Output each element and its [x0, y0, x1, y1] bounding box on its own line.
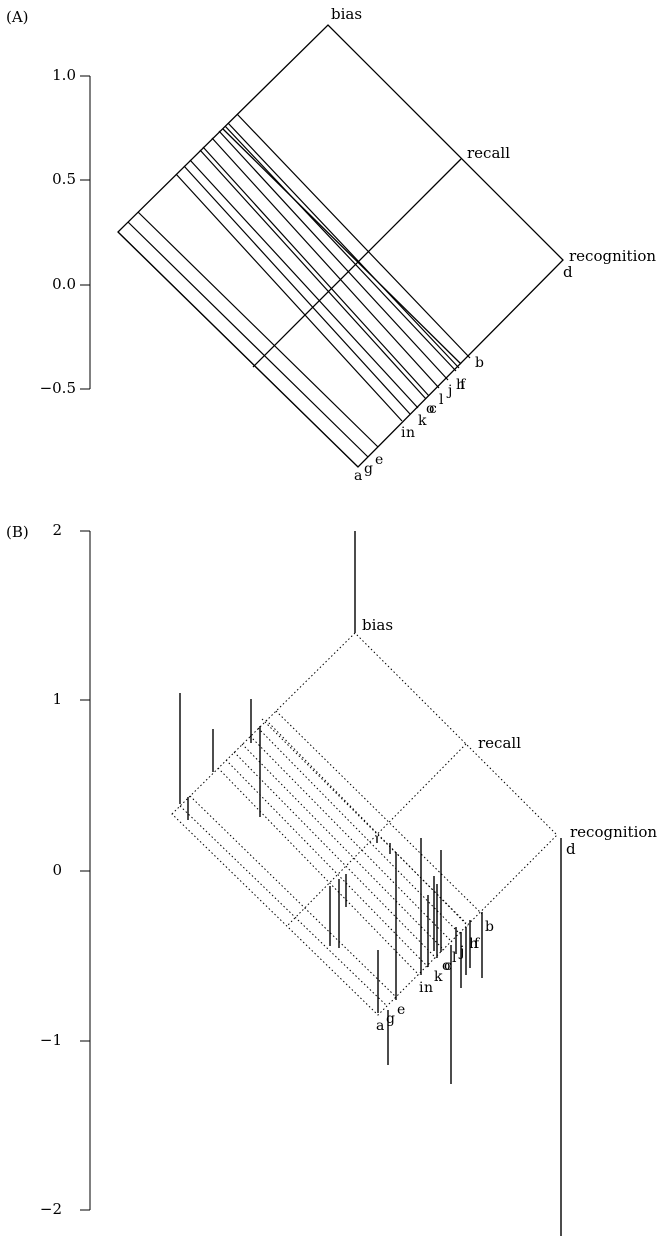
panel-a-case-label-c: c: [429, 401, 437, 417]
panel-b-tick-label-1: 2: [52, 521, 62, 539]
panel-b-spikes: [179, 531, 562, 1236]
panel-a-case-label-h: h: [456, 377, 465, 393]
panel-b-case-line-n: [225, 759, 429, 968]
panel-b-case-label-n: n: [424, 980, 433, 996]
panel-a-case-label-j: j: [446, 383, 452, 399]
panel-a-case-label-b: b: [475, 355, 484, 371]
panel-b-case-label-a: a: [376, 1018, 384, 1034]
panel-b-recognition-label: recognition: [570, 823, 657, 841]
panel-b-case-label-f: f: [474, 936, 481, 952]
panel-b-case-line-o: [241, 743, 445, 951]
panel-a-case-label-g: g: [364, 461, 373, 477]
panel-b: (B) 2 1 0 −1 −2: [6, 521, 657, 1236]
panel-b-bias-label: bias: [362, 616, 393, 634]
panel-b-case-labels: a g e i n k o c l j h f b: [376, 919, 494, 1034]
panel-a-case-label-o: o: [426, 401, 434, 417]
panel-a-tick-label-3: 0.0: [52, 275, 76, 293]
panel-a-case-label-f: f: [460, 377, 467, 393]
panel-a-tick-label-2: 0.5: [52, 170, 76, 188]
panel-a-case-label-a: a: [354, 468, 362, 484]
panel-b-case-line-l: [249, 735, 453, 943]
panel-a-case-labels: a g e i n k o c l j h f b: [354, 355, 484, 484]
panel-a-bias-label: bias: [331, 5, 362, 23]
panel-a-recall-label: recall: [467, 144, 510, 162]
panel-a-tag: (A): [6, 8, 29, 26]
panel-b-case-line-i: [217, 767, 420, 976]
panel-b-tag: (B): [6, 523, 29, 541]
panel-b-tick-label-3: 0: [52, 861, 62, 879]
panel-a-case-label-n: n: [406, 425, 415, 441]
panel-a-box-outline: [117, 24, 564, 468]
panel-a-tick-label-1: 1.0: [52, 66, 76, 84]
panel-b-case-label-d: d: [566, 840, 576, 858]
panel-b-case-line-b: [275, 710, 483, 915]
panel-a-box: [117, 24, 564, 468]
panel-b-case-label-g: g: [386, 1011, 395, 1027]
panel-a-case-line-o: [199, 149, 427, 400]
panel-b-case-label-c: c: [444, 958, 452, 974]
panel-a-case-lines: [117, 113, 471, 468]
panel-b-case-line-h: [265, 719, 469, 927]
panel-a-case-label-d: d: [563, 263, 573, 281]
panel-a-case-line-h: [224, 125, 457, 372]
panel-b-case-label-j: j: [458, 944, 464, 960]
panel-a-case-line-g: [127, 221, 369, 458]
panel-a-case-label-l: l: [439, 392, 444, 408]
panel-a-case-line-e: [137, 211, 379, 448]
panel-a-case-line-j: [218, 130, 449, 381]
panel-b-case-line-e: [189, 795, 397, 998]
panel-b-case-line-j: [257, 727, 461, 935]
panel-a-case-line-n: [183, 165, 411, 415]
panel-a-tick-label-4: −0.5: [40, 379, 76, 397]
panel-b-case-label-i: i: [419, 980, 424, 996]
panel-b-recall-label: recall: [478, 734, 521, 752]
panel-a-recognition-label: recognition: [569, 247, 656, 265]
panel-a-mid-line-2: [222, 128, 462, 365]
panel-a-case-label-e: e: [375, 452, 383, 468]
panel-b-case-line-k: [233, 751, 437, 959]
panel-b-tick-label-5: −2: [40, 1200, 62, 1218]
panel-a-case-label-i: i: [401, 425, 406, 441]
panel-a-case-line-i: [175, 173, 403, 422]
panel-b-case-lines: [179, 710, 483, 1007]
panel-a-case-label-k: k: [418, 413, 427, 429]
panel-a-case-line-l: [211, 137, 440, 389]
panel-a-y-ticks: 1.0 0.5 0.0 −0.5: [40, 66, 90, 397]
panel-a-case-line-a: [117, 231, 359, 468]
panel-b-tick-label-4: −1: [40, 1031, 62, 1049]
panel-b-tick-label-2: 1: [52, 690, 62, 708]
panel-a: (A) 1.0 0.5 0.0 −0.5: [6, 5, 656, 484]
panel-b-case-label-l: l: [452, 950, 457, 966]
panel-b-box-outline: [171, 632, 558, 1016]
panel-b-mid-line-2: [261, 718, 467, 924]
panel-a-case-line-k: [189, 159, 419, 409]
panel-b-case-line-g: [179, 805, 388, 1007]
panel-b-box: [171, 632, 558, 1016]
panel-a-case-line-b: [236, 113, 471, 359]
panel-b-case-label-k: k: [434, 969, 443, 985]
panel-b-case-label-b: b: [485, 919, 494, 935]
panel-b-case-label-h: h: [469, 936, 478, 952]
panel-b-case-label-o: o: [442, 958, 450, 974]
panel-b-case-label-e: e: [397, 1002, 405, 1018]
panel-b-y-ticks: 2 1 0 −1 −2: [40, 521, 90, 1218]
panel-a-case-line-c: [202, 146, 430, 397]
panel-a-case-line-f: [227, 122, 460, 369]
panel-a-mid-line-1: [252, 158, 462, 368]
